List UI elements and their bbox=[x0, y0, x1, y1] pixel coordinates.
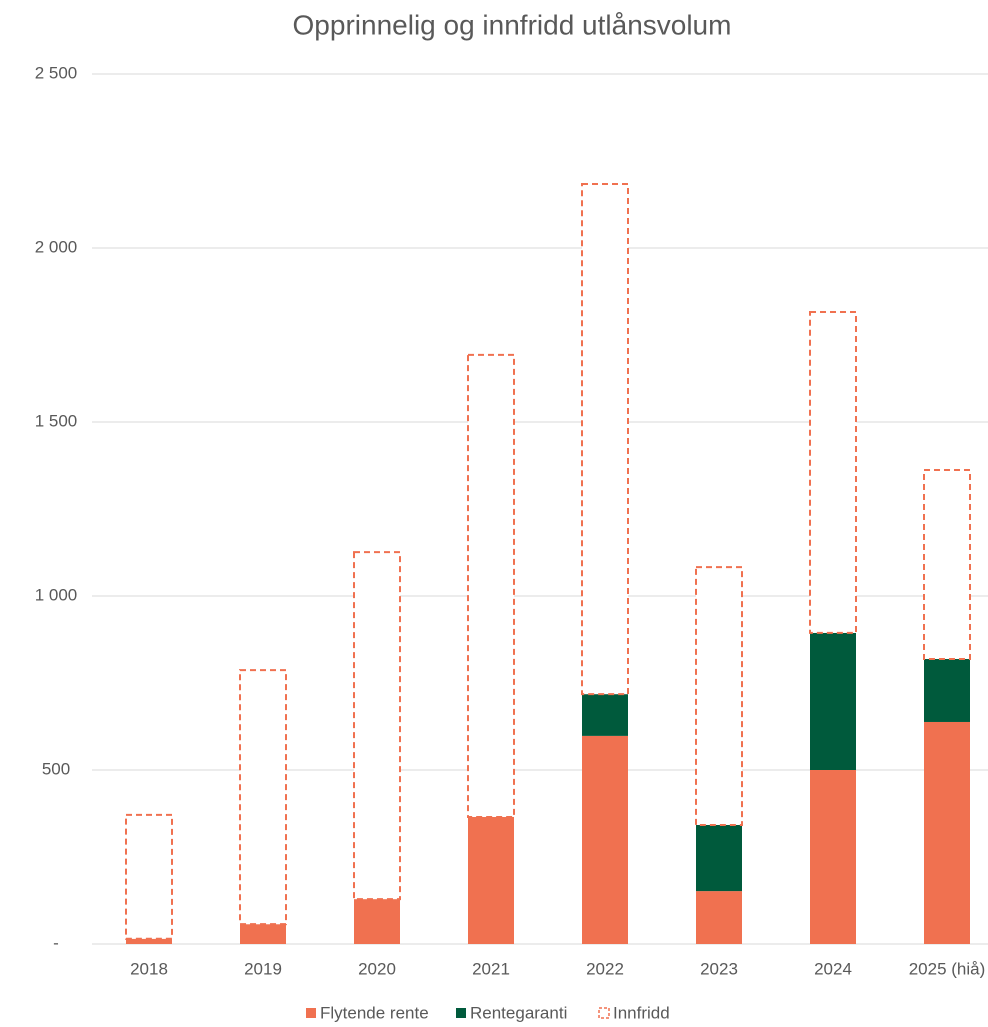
y-tick-label: 500 bbox=[42, 759, 70, 778]
x-tick-label: 2021 bbox=[472, 959, 510, 978]
bar-segment bbox=[125, 813, 173, 940]
y-tick-label: 2 500 bbox=[35, 63, 78, 82]
bar-segment bbox=[810, 632, 856, 770]
bar-segment bbox=[923, 469, 971, 660]
x-tick-label: 2024 bbox=[814, 959, 852, 978]
bar-segment bbox=[582, 735, 628, 944]
x-tick-label: 2018 bbox=[130, 959, 168, 978]
y-tick-label: 2 000 bbox=[35, 237, 78, 256]
x-tick-label: 2020 bbox=[358, 959, 396, 978]
bar-segment bbox=[353, 551, 401, 901]
y-tick-label: 1 000 bbox=[35, 585, 78, 604]
bar-segment bbox=[126, 938, 172, 944]
bar-segment bbox=[696, 824, 742, 892]
bar-segment bbox=[924, 721, 970, 944]
bar-segment bbox=[582, 694, 628, 736]
x-tick-label: 2022 bbox=[586, 959, 624, 978]
bar-segment bbox=[810, 770, 856, 944]
legend-swatch bbox=[306, 1008, 316, 1018]
legend-label: Rentegaranti bbox=[470, 1003, 567, 1022]
legend-label: Innfridd bbox=[613, 1003, 670, 1022]
chart-title: Opprinnelig og innfridd utlånsvolum bbox=[293, 9, 732, 40]
bar-segment bbox=[581, 182, 629, 696]
bar-segment bbox=[696, 891, 742, 944]
bar-segment bbox=[354, 899, 400, 944]
bar-segment bbox=[239, 669, 287, 926]
bar-segment bbox=[695, 566, 743, 826]
bar-segment bbox=[240, 924, 286, 944]
x-tick-label: 2025 (hiå) bbox=[909, 959, 986, 978]
bar-segment bbox=[467, 353, 515, 818]
bar-segment bbox=[924, 658, 970, 722]
y-tick-label: - bbox=[53, 933, 59, 952]
y-tick-label: 1 500 bbox=[35, 411, 78, 430]
bar-segment bbox=[468, 816, 514, 944]
legend-swatch bbox=[598, 1007, 610, 1019]
bar-segment bbox=[809, 311, 857, 634]
legend-swatch bbox=[456, 1008, 466, 1018]
x-tick-label: 2023 bbox=[700, 959, 738, 978]
legend-label: Flytende rente bbox=[320, 1003, 429, 1022]
x-tick-label: 2019 bbox=[244, 959, 282, 978]
